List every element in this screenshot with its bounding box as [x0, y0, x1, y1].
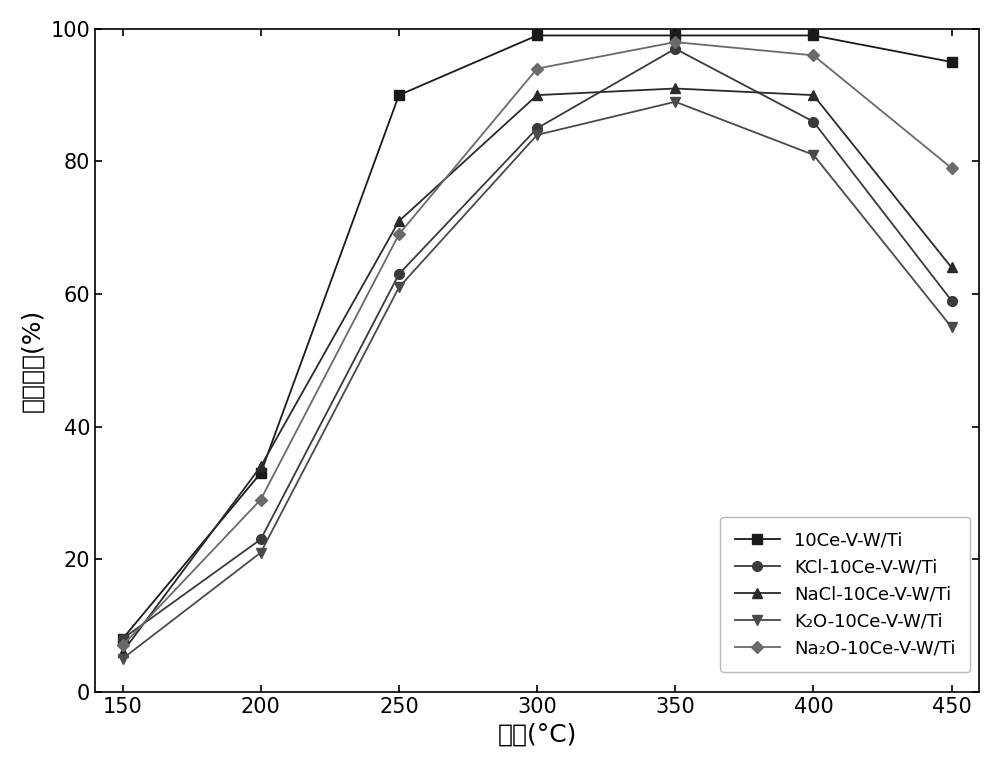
NaCl-10Ce-V-W/Ti: [807, 91, 819, 100]
X-axis label: 温度(°C): 温度(°C): [497, 723, 577, 746]
NaCl-10Ce-V-W/Ti: [393, 216, 405, 225]
K₂O-10Ce-V-W/Ti: [393, 283, 405, 292]
NaCl-10Ce-V-W/Ti: [946, 263, 958, 272]
K₂O-10Ce-V-W/Ti: [807, 150, 819, 160]
NaCl-10Ce-V-W/Ti: [531, 91, 543, 100]
Na₂O-10Ce-V-W/Ti: [255, 495, 267, 504]
Line: 10Ce-V-W/Ti: 10Ce-V-W/Ti: [118, 31, 956, 644]
KCl-10Ce-V-W/Ti: [255, 535, 267, 544]
KCl-10Ce-V-W/Ti: [393, 269, 405, 278]
KCl-10Ce-V-W/Ti: [807, 117, 819, 127]
Na₂O-10Ce-V-W/Ti: [946, 163, 958, 173]
Line: KCl-10Ce-V-W/Ti: KCl-10Ce-V-W/Ti: [118, 44, 956, 644]
Na₂O-10Ce-V-W/Ti: [393, 230, 405, 239]
K₂O-10Ce-V-W/Ti: [946, 323, 958, 332]
K₂O-10Ce-V-W/Ti: [669, 97, 681, 107]
10Ce-V-W/Ti: [807, 31, 819, 40]
10Ce-V-W/Ti: [669, 31, 681, 40]
10Ce-V-W/Ti: [393, 91, 405, 100]
NaCl-10Ce-V-W/Ti: [255, 462, 267, 471]
Line: NaCl-10Ce-V-W/Ti: NaCl-10Ce-V-W/Ti: [118, 84, 956, 657]
Na₂O-10Ce-V-W/Ti: [117, 640, 129, 650]
Na₂O-10Ce-V-W/Ti: [531, 64, 543, 73]
10Ce-V-W/Ti: [946, 58, 958, 67]
Na₂O-10Ce-V-W/Ti: [669, 38, 681, 47]
KCl-10Ce-V-W/Ti: [117, 634, 129, 644]
K₂O-10Ce-V-W/Ti: [531, 130, 543, 140]
Legend: 10Ce-V-W/Ti, KCl-10Ce-V-W/Ti, NaCl-10Ce-V-W/Ti, K₂O-10Ce-V-W/Ti, Na₂O-10Ce-V-W/T: 10Ce-V-W/Ti, KCl-10Ce-V-W/Ti, NaCl-10Ce-…: [720, 517, 970, 672]
NaCl-10Ce-V-W/Ti: [669, 84, 681, 93]
KCl-10Ce-V-W/Ti: [531, 123, 543, 133]
NaCl-10Ce-V-W/Ti: [117, 647, 129, 657]
KCl-10Ce-V-W/Ti: [946, 296, 958, 305]
K₂O-10Ce-V-W/Ti: [117, 654, 129, 663]
10Ce-V-W/Ti: [117, 634, 129, 644]
10Ce-V-W/Ti: [531, 31, 543, 40]
K₂O-10Ce-V-W/Ti: [255, 548, 267, 557]
KCl-10Ce-V-W/Ti: [669, 44, 681, 54]
Y-axis label: 脱硒效率(%): 脱硒效率(%): [21, 308, 45, 412]
10Ce-V-W/Ti: [255, 469, 267, 478]
Line: Na₂O-10Ce-V-W/Ti: Na₂O-10Ce-V-W/Ti: [118, 38, 956, 650]
Na₂O-10Ce-V-W/Ti: [807, 51, 819, 60]
Line: K₂O-10Ce-V-W/Ti: K₂O-10Ce-V-W/Ti: [118, 97, 956, 663]
